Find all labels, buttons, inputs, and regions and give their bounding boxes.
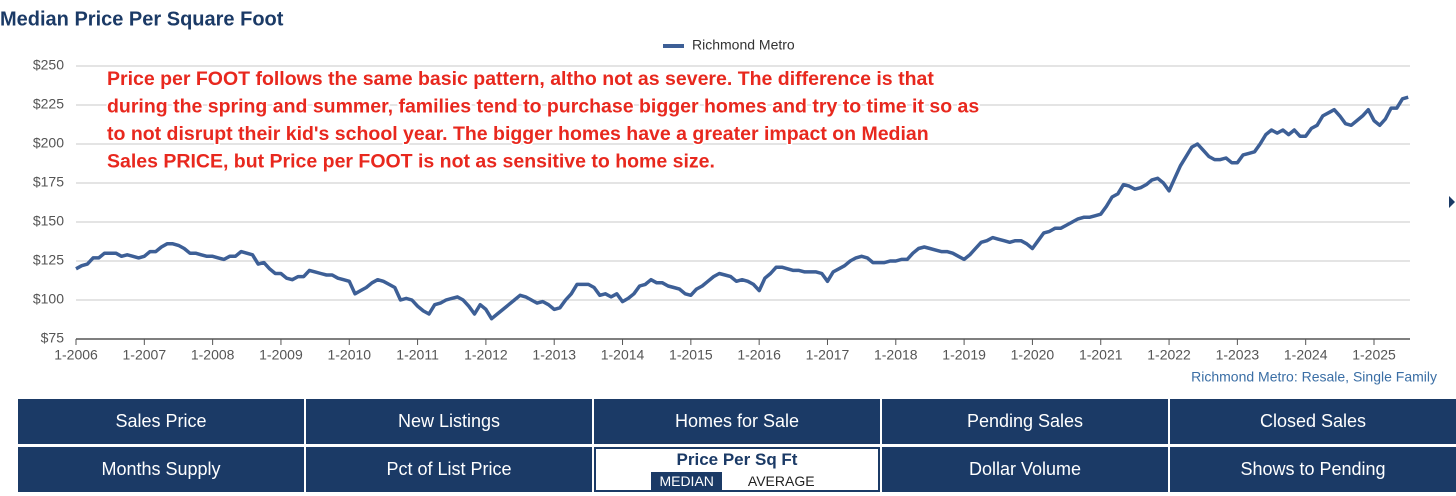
data-line: [75, 95, 1409, 321]
y-tick-label: $225: [33, 96, 64, 112]
x-tick-label: 1-2010: [327, 347, 371, 363]
tab-button[interactable]: Closed Sales: [1170, 399, 1456, 444]
y-tick-label: $175: [33, 174, 64, 190]
scroll-arrow: [1449, 196, 1455, 208]
toggle-group: MEDIAN AVERAGE: [651, 471, 822, 490]
x-tick-label: 1-2023: [1216, 347, 1260, 363]
x-tick-label: 1-2019: [942, 347, 986, 363]
y-tick-label: $200: [33, 135, 64, 151]
y-tick-label: $100: [33, 291, 64, 307]
x-tick-label: 1-2017: [806, 347, 850, 363]
tab-button[interactable]: Homes for Sale: [594, 399, 880, 444]
x-tick-label: 1-2006: [54, 347, 98, 363]
legend-label: Richmond Metro: [692, 37, 795, 53]
y-tick-label: $150: [33, 213, 64, 229]
annotation: Sales PRICE, but Price per FOOT is not a…: [107, 151, 715, 173]
x-tick-label: 1-2016: [737, 347, 781, 363]
tab-button[interactable]: Sales Price: [18, 399, 304, 444]
x-tick-label: 1-2008: [191, 347, 235, 363]
selected-tab-label: Price Per Sq Ft: [676, 449, 798, 469]
chart: Median Price Per Square Foot Richmond Me…: [0, 8, 1455, 385]
y-tick-label: $75: [41, 330, 65, 346]
x-tick-label: 1-2024: [1284, 347, 1328, 363]
tab-button[interactable]: Pct of List Price: [306, 447, 592, 492]
x-tick-label: 1-2021: [1079, 347, 1123, 363]
x-tick-label: 1-2011: [396, 347, 439, 363]
selected-tab[interactable]: Price Per Sq Ft MEDIAN AVERAGE: [594, 447, 880, 492]
annotation: during the spring and summer, families t…: [107, 96, 979, 118]
chart-title: Median Price Per Square Foot: [0, 8, 284, 30]
x-tick-label: 1-2013: [532, 347, 576, 363]
tab-button[interactable]: Shows to Pending: [1170, 447, 1456, 492]
tab-button[interactable]: Dollar Volume: [882, 447, 1168, 492]
x-tick-label: 1-2020: [1011, 347, 1055, 363]
x-tick-label: 1-2009: [259, 347, 303, 363]
x-tick-label: 1-2022: [1147, 347, 1191, 363]
source-note: Richmond Metro: Resale, Single Family: [1191, 369, 1437, 385]
x-tick-label: 1-2018: [874, 347, 918, 363]
toggle-option[interactable]: MEDIAN: [651, 471, 722, 490]
y-tick-label: $250: [33, 57, 64, 73]
x-tick-label: 1-2012: [464, 347, 508, 363]
annotation: to not disrupt their kid's school year. …: [107, 123, 929, 145]
tab-button[interactable]: Pending Sales: [882, 399, 1168, 444]
tab-button[interactable]: New Listings: [306, 399, 592, 444]
y-tick-label: $125: [33, 252, 64, 268]
tab-bar: Sales Price New Listings Homes for Sale Pen…: [18, 399, 1456, 495]
toggle-option[interactable]: AVERAGE: [747, 472, 815, 489]
x-tick-label: 1-2015: [669, 347, 713, 363]
tab-button[interactable]: Months Supply: [18, 447, 304, 492]
x-tick-label: 1-2007: [123, 347, 167, 363]
annotation: Price per FOOT follows the same basic pa…: [107, 68, 934, 90]
x-tick-label: 1-2025: [1352, 347, 1396, 363]
x-tick-label: 1-2014: [601, 347, 645, 363]
